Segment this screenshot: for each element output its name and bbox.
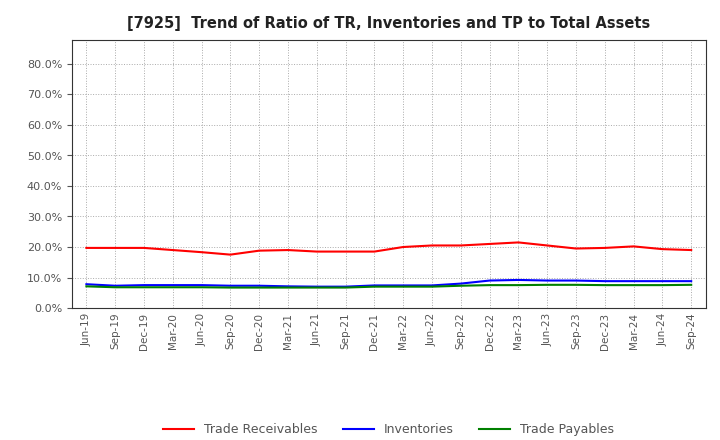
Trade Payables — [687, 282, 696, 287]
Line: Inventories: Inventories — [86, 280, 691, 286]
Inventories — [572, 278, 580, 283]
Trade Receivables — [226, 252, 235, 257]
Trade Receivables — [82, 245, 91, 250]
Trade Payables — [284, 285, 292, 290]
Trade Payables — [341, 285, 350, 290]
Inventories — [312, 284, 321, 289]
Inventories — [341, 284, 350, 289]
Trade Payables — [600, 282, 609, 288]
Inventories — [284, 284, 292, 289]
Trade Payables — [485, 282, 494, 288]
Line: Trade Receivables: Trade Receivables — [86, 242, 691, 255]
Trade Payables — [140, 285, 148, 290]
Inventories — [428, 283, 436, 288]
Inventories — [82, 282, 91, 287]
Trade Payables — [168, 285, 177, 290]
Trade Receivables — [600, 245, 609, 250]
Inventories — [687, 279, 696, 284]
Trade Payables — [399, 284, 408, 289]
Trade Receivables — [572, 246, 580, 251]
Trade Payables — [572, 282, 580, 287]
Inventories — [543, 278, 552, 283]
Inventories — [485, 278, 494, 283]
Trade Receivables — [514, 240, 523, 245]
Trade Receivables — [140, 245, 148, 250]
Trade Receivables — [341, 249, 350, 254]
Trade Payables — [456, 283, 465, 288]
Trade Receivables — [428, 243, 436, 248]
Trade Payables — [543, 282, 552, 287]
Trade Payables — [82, 284, 91, 289]
Trade Payables — [629, 282, 638, 288]
Trade Payables — [370, 284, 379, 289]
Trade Receivables — [255, 248, 264, 253]
Inventories — [226, 283, 235, 288]
Trade Payables — [111, 285, 120, 290]
Trade Receivables — [111, 245, 120, 250]
Trade Receivables — [284, 247, 292, 253]
Inventories — [514, 277, 523, 282]
Trade Payables — [428, 284, 436, 289]
Trade Payables — [197, 285, 206, 290]
Trade Payables — [658, 282, 667, 288]
Inventories — [197, 282, 206, 288]
Trade Payables — [312, 285, 321, 290]
Line: Trade Payables: Trade Payables — [86, 285, 691, 288]
Trade Receivables — [399, 244, 408, 249]
Trade Payables — [255, 285, 264, 290]
Inventories — [456, 281, 465, 286]
Trade Receivables — [629, 244, 638, 249]
Inventories — [370, 283, 379, 288]
Legend: Trade Receivables, Inventories, Trade Payables: Trade Receivables, Inventories, Trade Pa… — [158, 418, 619, 440]
Inventories — [168, 282, 177, 288]
Inventories — [140, 282, 148, 288]
Trade Receivables — [543, 243, 552, 248]
Trade Receivables — [168, 247, 177, 253]
Trade Receivables — [312, 249, 321, 254]
Inventories — [600, 279, 609, 284]
Inventories — [658, 279, 667, 284]
Trade Payables — [226, 285, 235, 290]
Inventories — [629, 279, 638, 284]
Trade Payables — [514, 282, 523, 288]
Inventories — [111, 283, 120, 288]
Trade Receivables — [658, 246, 667, 252]
Trade Receivables — [687, 247, 696, 253]
Trade Receivables — [485, 241, 494, 246]
Inventories — [399, 283, 408, 288]
Trade Receivables — [197, 249, 206, 255]
Inventories — [255, 283, 264, 288]
Trade Receivables — [370, 249, 379, 254]
Trade Receivables — [456, 243, 465, 248]
Title: [7925]  Trend of Ratio of TR, Inventories and TP to Total Assets: [7925] Trend of Ratio of TR, Inventories… — [127, 16, 650, 32]
